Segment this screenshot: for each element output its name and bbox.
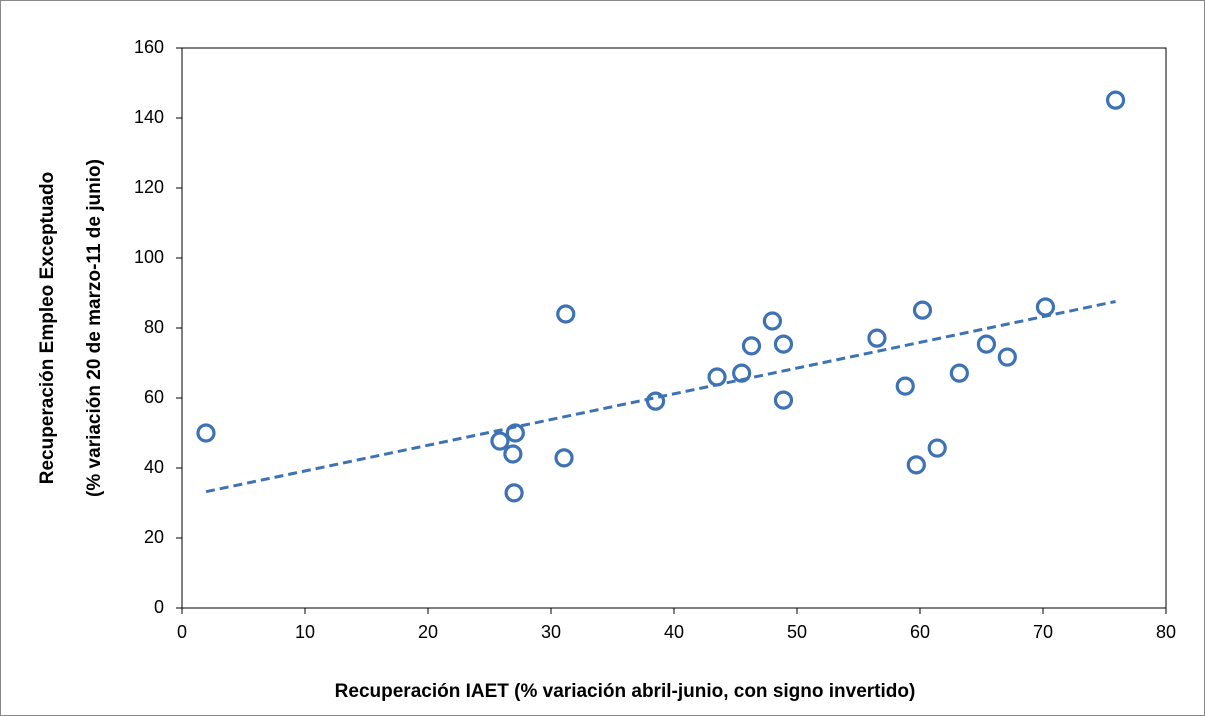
point xyxy=(505,423,525,443)
point xyxy=(741,336,762,356)
y-tick-label: 40 xyxy=(144,457,164,477)
y-tick-label: 20 xyxy=(144,527,164,547)
x-tick-label: 20 xyxy=(418,622,438,642)
point xyxy=(762,311,783,331)
point xyxy=(554,448,574,468)
point xyxy=(997,347,1017,367)
y-tick-label: 100 xyxy=(134,247,164,267)
x-tick-label: 40 xyxy=(664,622,684,642)
x-tick-label: 0 xyxy=(177,622,187,642)
y-tick-label: 120 xyxy=(134,177,164,197)
x-tick-label: 60 xyxy=(910,622,930,642)
point xyxy=(503,444,523,464)
point xyxy=(912,300,933,320)
x-tick-label: 80 xyxy=(1156,622,1176,642)
point xyxy=(1035,297,1056,317)
point xyxy=(556,304,576,324)
x-tick-label: 10 xyxy=(295,622,315,642)
point xyxy=(196,423,216,443)
point xyxy=(906,455,926,475)
point xyxy=(504,483,524,503)
point xyxy=(927,438,947,458)
x-tick-label: 30 xyxy=(541,622,561,642)
point xyxy=(732,363,752,383)
point xyxy=(773,334,794,354)
point xyxy=(645,391,666,411)
point xyxy=(867,328,887,348)
point xyxy=(976,334,997,354)
x-tick-label: 50 xyxy=(787,622,807,642)
point xyxy=(949,363,969,383)
x-tick-label: 70 xyxy=(1033,622,1053,642)
point xyxy=(895,376,915,396)
y-tick-label: 140 xyxy=(134,107,164,127)
point xyxy=(773,390,794,410)
y-axis-label: (% variación 20 de marzo-11 de junio) xyxy=(84,159,105,497)
y-tick-label: 80 xyxy=(144,317,164,337)
x-axis-label: Recuperación IAET (% variación abril-jun… xyxy=(335,681,916,702)
y-tick-label: 60 xyxy=(144,387,164,407)
point xyxy=(1105,90,1126,110)
y-tick-label: 160 xyxy=(134,37,164,57)
y-tick-label: 0 xyxy=(154,597,164,617)
point xyxy=(707,367,727,387)
y-axis-label: Recuperación Empleo Exceptuado xyxy=(37,172,58,485)
point xyxy=(490,431,510,451)
